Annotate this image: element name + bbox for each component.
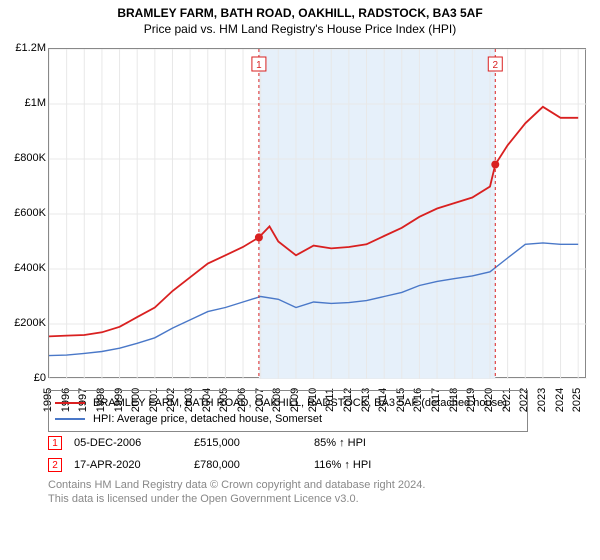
y-tick-label: £800K — [14, 152, 46, 164]
event-hpi-1: 85% ↑ HPI — [314, 432, 434, 454]
event-price-2: £780,000 — [194, 454, 314, 476]
y-tick-label: £200K — [14, 317, 46, 329]
x-tick-label: 2025 — [571, 388, 583, 412]
event-hpi-2: 116% ↑ HPI — [314, 454, 434, 476]
y-tick-label: £1M — [25, 97, 46, 109]
svg-text:2: 2 — [492, 60, 498, 71]
y-tick-label: £0 — [34, 372, 46, 384]
chart-subtitle: Price paid vs. HM Land Registry's House … — [0, 20, 600, 36]
footer: Contains HM Land Registry data © Crown c… — [48, 478, 425, 506]
legend-item-hpi: HPI: Average price, detached house, Some… — [55, 411, 521, 427]
legend-item-price: BRAMLEY FARM, BATH ROAD, OAKHILL, RADSTO… — [55, 395, 521, 411]
svg-text:1: 1 — [256, 60, 262, 71]
legend-label-hpi: HPI: Average price, detached house, Some… — [93, 411, 322, 427]
events-table: 1 05-DEC-2006 £515,000 85% ↑ HPI 2 17-AP… — [48, 432, 434, 476]
event-badge-2: 2 — [48, 458, 62, 472]
chart-plot-area: 12 — [48, 48, 586, 378]
event-badge-1: 1 — [48, 436, 62, 450]
event-row-2: 2 17-APR-2020 £780,000 116% ↑ HPI — [48, 454, 434, 476]
event-row-1: 1 05-DEC-2006 £515,000 85% ↑ HPI — [48, 432, 434, 454]
chart-title: BRAMLEY FARM, BATH ROAD, OAKHILL, RADSTO… — [0, 0, 600, 20]
event-price-1: £515,000 — [194, 432, 314, 454]
y-tick-label: £1.2M — [15, 42, 46, 54]
event-date-1: 05-DEC-2006 — [74, 432, 194, 454]
chart-svg: 12 — [49, 49, 587, 379]
footer-line-1: Contains HM Land Registry data © Crown c… — [48, 478, 425, 492]
footer-line-2: This data is licensed under the Open Gov… — [48, 492, 425, 506]
legend-label-price: BRAMLEY FARM, BATH ROAD, OAKHILL, RADSTO… — [93, 395, 507, 411]
x-tick-label: 2024 — [554, 388, 566, 412]
legend-swatch-hpi — [55, 418, 85, 420]
y-tick-label: £600K — [14, 207, 46, 219]
legend-swatch-price — [55, 402, 85, 404]
y-tick-label: £400K — [14, 262, 46, 274]
legend-box: BRAMLEY FARM, BATH ROAD, OAKHILL, RADSTO… — [48, 390, 528, 432]
event-date-2: 17-APR-2020 — [74, 454, 194, 476]
x-tick-label: 2023 — [536, 388, 548, 412]
